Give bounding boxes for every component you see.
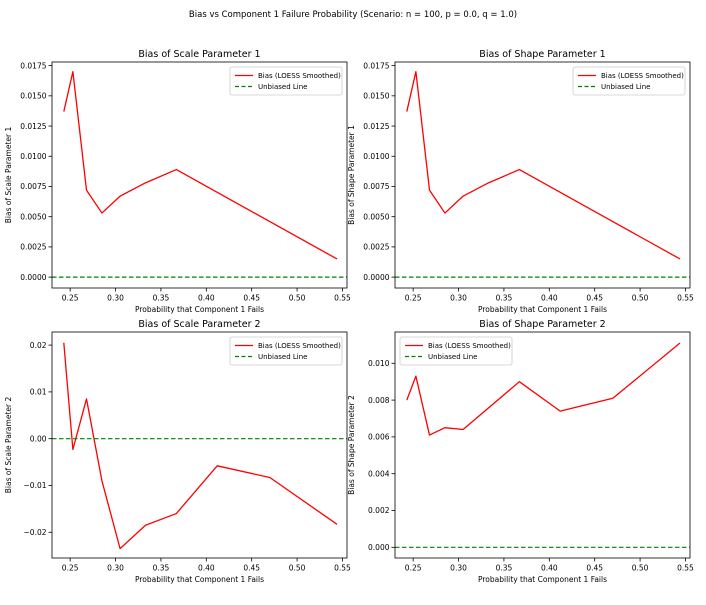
y-tick-label: 0.0100 [20, 152, 46, 161]
x-tick-label: 0.40 [541, 294, 558, 303]
x-tick-label: 0.25 [405, 564, 422, 573]
y-tick-label: 0.0025 [20, 243, 46, 252]
legend-label: Unbiased Line [258, 353, 307, 361]
y-tick-label: 0.0175 [20, 61, 46, 70]
subplot-title: Bias of Shape Parameter 1 [479, 49, 605, 60]
y-axis-label: Bias of Scale Parameter 1 [4, 127, 13, 224]
subplot-title: Bias of Scale Parameter 2 [138, 319, 260, 330]
axes-frame [394, 331, 691, 559]
x-tick-label: 0.35 [496, 294, 513, 303]
y-tick-label: 0.0050 [20, 212, 46, 221]
legend-label: Unbiased Line [601, 83, 650, 91]
legend-label: Bias (LOESS Smoothed) [258, 342, 341, 350]
y-tick-label: 0.0000 [363, 273, 389, 282]
x-tick-label: 0.45 [243, 294, 260, 303]
x-tick-label: 0.25 [405, 294, 422, 303]
x-tick-label: 0.55 [334, 294, 351, 303]
y-tick-label: 0.02 [30, 341, 47, 350]
x-tick-label: 0.30 [450, 294, 467, 303]
subplot-scale-param-1: Bias of Scale Parameter 1 0.25 0.30 0.35 0.4… [4, 49, 351, 314]
axes-frame [51, 61, 348, 289]
x-tick-label: 0.50 [632, 564, 649, 573]
y-tick-label: 0.0100 [363, 152, 389, 161]
bias-series-line [63, 342, 338, 550]
y-tick-label: 0.0025 [363, 243, 389, 252]
legend-box [399, 336, 513, 366]
y-tick-label: 0.004 [368, 469, 390, 478]
x-tick-label: 0.30 [107, 294, 124, 303]
subplot-title: Bias of Scale Parameter 1 [138, 49, 260, 60]
x-tick-label: 0.45 [586, 294, 603, 303]
x-tick-label: 0.25 [62, 294, 79, 303]
x-tick-label: 0.50 [289, 564, 306, 573]
x-tick-label: 0.40 [198, 564, 215, 573]
x-axis-label: Probability that Component 1 Fails [135, 575, 264, 584]
x-tick-label: 0.25 [62, 564, 79, 573]
x-axis-label: Probability that Component 1 Fails [478, 305, 607, 314]
x-tick-label: 0.35 [153, 294, 170, 303]
subplot-shape-param-1: Bias of Shape Parameter 1 0.25 0.30 0.35 0.4… [347, 49, 694, 314]
x-tick-label: 0.30 [107, 564, 124, 573]
y-axis-label: Bias of Shape Parameter 1 [347, 125, 356, 225]
y-tick-label: 0.008 [368, 396, 390, 405]
x-tick-label: 0.45 [586, 564, 603, 573]
x-tick-label: 0.50 [289, 294, 306, 303]
y-tick-label: 0.0125 [363, 122, 389, 131]
bias-series-line [63, 71, 338, 260]
y-tick-label: 0.00 [30, 434, 47, 443]
y-tick-label: −0.01 [24, 481, 47, 490]
y-tick-label: 0.010 [368, 359, 390, 368]
legend-label: Bias (LOESS Smoothed) [428, 342, 511, 350]
axes-frame [51, 331, 348, 559]
y-tick-label: 0.0075 [20, 182, 46, 191]
bias-series-line [406, 71, 681, 260]
legend: Bias (LOESS Smoothed) Unbiased Line [572, 66, 686, 96]
y-tick-label: 0.0175 [363, 61, 389, 70]
subplot-scale-param-2: Bias of Scale Parameter 2 0.25 0.30 0.35 0.4… [4, 319, 351, 584]
subplot-shape-param-2: Bias of Shape Parameter 2 0.25 0.30 0.35 0.4… [347, 319, 694, 584]
x-tick-label: 0.40 [541, 564, 558, 573]
x-tick-label: 0.35 [496, 564, 513, 573]
y-tick-label: 0.0150 [20, 92, 46, 101]
y-tick-label: 0.002 [368, 506, 390, 515]
legend: Bias (LOESS Smoothed) Unbiased Line [229, 66, 343, 96]
y-axis-label: Bias of Shape Parameter 2 [347, 395, 356, 495]
axes-frame [394, 61, 691, 289]
x-tick-label: 0.40 [198, 294, 215, 303]
y-tick-label: 0.0150 [363, 92, 389, 101]
x-axis-label: Probability that Component 1 Fails [478, 575, 607, 584]
y-tick-label: −0.02 [24, 528, 47, 537]
legend: Bias (LOESS Smoothed) Unbiased Line [399, 336, 513, 366]
y-tick-label: 0.0075 [363, 182, 389, 191]
x-tick-label: 0.35 [153, 564, 170, 573]
figure-suptitle: Bias vs Component 1 Failure Probability … [188, 10, 518, 20]
subplot-title: Bias of Shape Parameter 2 [479, 319, 605, 330]
y-axis-label: Bias of Scale Parameter 2 [4, 397, 13, 494]
y-tick-label: 0.0050 [363, 212, 389, 221]
y-tick-label: 0.01 [30, 388, 47, 397]
legend-label: Bias (LOESS Smoothed) [601, 72, 684, 80]
legend-label: Unbiased Line [258, 83, 307, 91]
bias-series-line [406, 342, 681, 436]
y-tick-label: 0.0000 [20, 273, 46, 282]
x-axis-label: Probability that Component 1 Fails [135, 305, 264, 314]
y-tick-label: 0.006 [368, 433, 390, 442]
legend: Bias (LOESS Smoothed) Unbiased Line [229, 336, 343, 366]
legend-box [229, 336, 343, 366]
legend-box [572, 66, 686, 96]
x-tick-label: 0.50 [632, 294, 649, 303]
y-tick-label: 0.000 [368, 543, 390, 552]
x-tick-label: 0.55 [677, 294, 694, 303]
x-tick-label: 0.45 [243, 564, 260, 573]
x-tick-label: 0.55 [334, 564, 351, 573]
legend-label: Unbiased Line [428, 353, 477, 361]
legend-label: Bias (LOESS Smoothed) [258, 72, 341, 80]
x-tick-label: 0.30 [450, 564, 467, 573]
x-tick-label: 0.55 [677, 564, 694, 573]
y-tick-label: 0.0125 [20, 122, 46, 131]
legend-box [229, 66, 343, 96]
